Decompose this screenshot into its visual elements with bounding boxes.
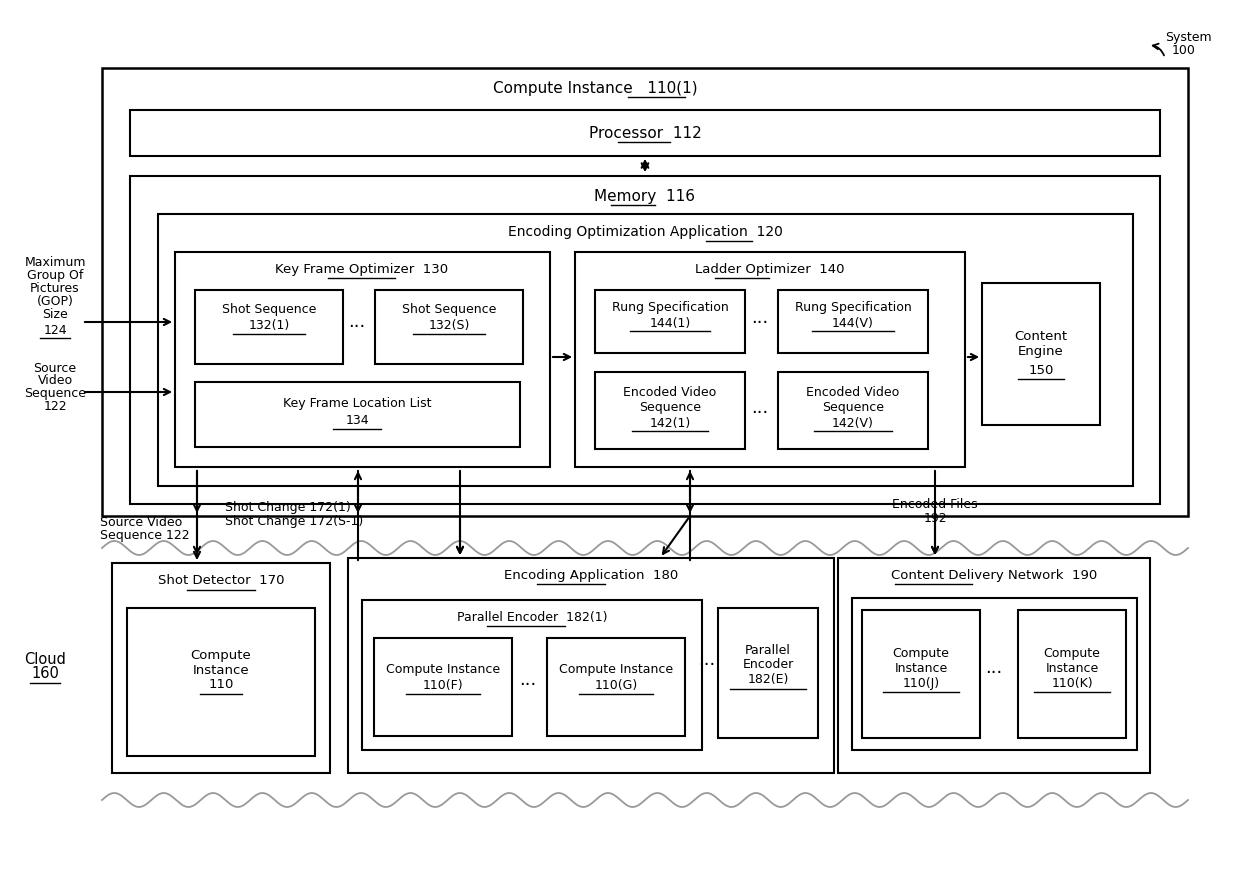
Text: Parallel Encoder  182(1): Parallel Encoder 182(1) xyxy=(456,610,608,624)
Text: Encoder: Encoder xyxy=(743,659,794,671)
Bar xyxy=(547,638,684,736)
Text: Group Of: Group Of xyxy=(27,270,83,282)
Text: 150: 150 xyxy=(1028,363,1054,377)
Bar xyxy=(195,382,520,447)
Text: Sequence 122: Sequence 122 xyxy=(100,529,190,542)
Text: 144(V): 144(V) xyxy=(832,317,874,330)
Bar xyxy=(362,600,702,750)
Bar xyxy=(374,638,512,736)
Text: Processor  112: Processor 112 xyxy=(589,125,702,140)
Text: Compute Instance   110(1): Compute Instance 110(1) xyxy=(492,80,697,95)
Bar xyxy=(130,176,1159,504)
Text: Sequence: Sequence xyxy=(639,401,701,415)
Text: Source: Source xyxy=(33,362,77,375)
Text: 110(F): 110(F) xyxy=(423,678,464,691)
Text: 100: 100 xyxy=(1172,44,1195,57)
Text: ...: ... xyxy=(520,671,537,689)
Text: Shot Change 172(1) –: Shot Change 172(1) – xyxy=(224,502,361,514)
Text: Maximum: Maximum xyxy=(25,257,86,270)
Text: 110(K): 110(K) xyxy=(1052,676,1092,690)
Text: Video: Video xyxy=(37,375,73,387)
Bar xyxy=(575,252,965,467)
Text: 192: 192 xyxy=(924,512,947,525)
Bar xyxy=(175,252,551,467)
Text: Sequence: Sequence xyxy=(24,387,86,400)
Text: Compute: Compute xyxy=(893,647,950,660)
Text: System: System xyxy=(1166,32,1211,44)
Bar xyxy=(102,68,1188,516)
Bar xyxy=(982,283,1100,425)
Text: Encoding Application  180: Encoding Application 180 xyxy=(503,569,678,581)
Text: 144(1): 144(1) xyxy=(650,317,691,330)
Text: Rung Specification: Rung Specification xyxy=(795,302,911,315)
Bar xyxy=(157,214,1133,486)
Text: 124: 124 xyxy=(43,324,67,337)
Bar xyxy=(112,563,330,773)
Text: Shot Detector  170: Shot Detector 170 xyxy=(157,574,284,587)
Bar xyxy=(777,372,928,449)
Text: Instance: Instance xyxy=(192,663,249,676)
Text: Compute Instance: Compute Instance xyxy=(559,663,673,676)
Bar xyxy=(777,290,928,353)
Text: 142(V): 142(V) xyxy=(832,416,874,430)
Text: ...: ... xyxy=(986,659,1003,677)
Text: Encoding Optimization Application  120: Encoding Optimization Application 120 xyxy=(507,225,782,239)
Text: 182(E): 182(E) xyxy=(748,674,789,686)
Text: Compute: Compute xyxy=(191,648,252,662)
Text: 110(J): 110(J) xyxy=(903,676,940,690)
Text: 134: 134 xyxy=(345,414,368,427)
Text: 142(1): 142(1) xyxy=(650,416,691,430)
Bar xyxy=(838,558,1149,773)
Bar xyxy=(1018,610,1126,738)
Text: Memory  116: Memory 116 xyxy=(594,189,696,204)
Bar xyxy=(862,610,980,738)
Text: Instance: Instance xyxy=(1045,662,1099,675)
Text: Content: Content xyxy=(1014,331,1068,343)
Text: Key Frame Location List: Key Frame Location List xyxy=(283,398,432,410)
Text: Content Delivery Network  190: Content Delivery Network 190 xyxy=(890,569,1097,581)
Text: Rung Specification: Rung Specification xyxy=(611,302,728,315)
Bar xyxy=(595,290,745,353)
Text: Sequence: Sequence xyxy=(822,401,884,415)
Text: Key Frame Optimizer  130: Key Frame Optimizer 130 xyxy=(275,263,449,275)
Text: 110: 110 xyxy=(208,678,233,691)
Text: Shot Change 172(S-1): Shot Change 172(S-1) xyxy=(224,514,363,527)
Bar xyxy=(126,608,315,756)
Text: Pictures: Pictures xyxy=(30,282,79,295)
Bar xyxy=(595,372,745,449)
Text: Source Video: Source Video xyxy=(100,517,182,529)
Text: ...: ... xyxy=(751,309,769,327)
Text: (GOP): (GOP) xyxy=(36,295,73,309)
Text: 160: 160 xyxy=(31,667,60,682)
Text: Compute Instance: Compute Instance xyxy=(386,663,500,676)
Text: Parallel: Parallel xyxy=(745,644,791,656)
Bar xyxy=(852,598,1137,750)
Text: 122: 122 xyxy=(43,400,67,414)
Text: 132(1): 132(1) xyxy=(248,319,290,333)
Text: 132(S): 132(S) xyxy=(428,319,470,333)
Text: 110(G): 110(G) xyxy=(594,678,637,691)
Bar xyxy=(348,558,835,773)
Bar xyxy=(195,290,343,364)
Bar xyxy=(718,608,818,738)
Text: ...: ... xyxy=(698,651,715,669)
Text: Ladder Optimizer  140: Ladder Optimizer 140 xyxy=(696,263,844,275)
Text: Encoded Video: Encoded Video xyxy=(806,386,900,400)
Text: Compute: Compute xyxy=(1044,647,1100,660)
Text: ...: ... xyxy=(348,313,366,331)
Text: ...: ... xyxy=(751,399,769,417)
Text: Engine: Engine xyxy=(1018,346,1064,358)
Text: Encoded Video: Encoded Video xyxy=(624,386,717,400)
Bar xyxy=(130,110,1159,156)
Text: Size: Size xyxy=(42,309,68,322)
Bar xyxy=(374,290,523,364)
Text: Cloud: Cloud xyxy=(24,653,66,668)
Text: Shot Sequence: Shot Sequence xyxy=(402,303,496,317)
Text: Shot Sequence: Shot Sequence xyxy=(222,303,316,317)
Text: Instance: Instance xyxy=(894,662,947,675)
Text: Encoded Files: Encoded Files xyxy=(893,498,978,512)
